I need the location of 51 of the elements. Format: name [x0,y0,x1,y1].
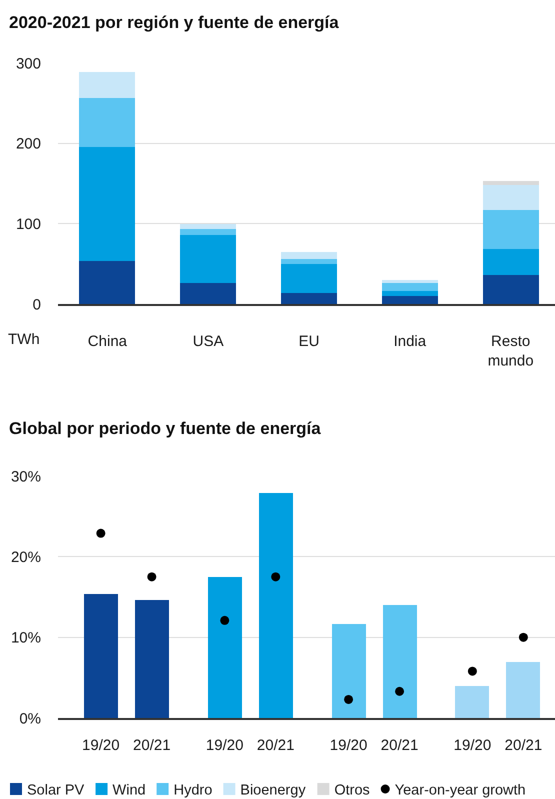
bar [281,259,337,264]
bar [382,283,438,291]
legend-label: Wind [112,782,146,799]
bar [281,293,337,304]
y-tick-label: 0 [32,296,41,314]
bar [180,283,236,304]
legend-label: Year-on-year growth [394,782,526,799]
y-tick-label: 20% [10,548,41,566]
y-tick-label: 300 [16,55,41,72]
bar [483,181,539,185]
bar [483,249,539,275]
y-axis-title: TWh [8,331,40,348]
y-tick-label: 200 [16,136,41,153]
legend-label: Bioenergy [240,782,306,799]
bar [79,261,135,304]
bar [281,252,337,259]
bar [79,147,135,261]
legend-label: Solar PV [27,782,85,799]
bar [382,296,438,304]
x-tick-label: 19/20 [206,736,244,754]
y-tick-label: 0% [19,710,41,728]
x-tick-label: USA [192,332,224,350]
y-tick-label: 10% [10,630,41,647]
chart-title: 2020-2021 por región y fuente de energía [9,12,340,32]
x-tick-label: Resto mundo [488,332,534,370]
x-tick-label: India [394,332,427,350]
bar [79,72,135,98]
bar [382,291,438,296]
x-tick-label: 20/21 [133,736,171,754]
x-tick-label: China [88,332,128,350]
legend-label: Otros [334,782,370,799]
x-tick-label: 20/21 [504,736,542,754]
x-tick-label: 19/20 [454,736,492,754]
bar [281,264,337,293]
x-tick-label: 20/21 [380,736,418,754]
legend-label: Hydro [174,782,212,799]
bar [483,185,539,210]
bar [382,280,438,283]
bar [180,229,236,235]
bar [483,210,539,249]
y-tick-label: 100 [16,216,41,233]
x-tick-label: 19/20 [82,736,120,754]
x-tick-label: 19/20 [330,736,368,754]
y-tick-label: 30% [10,468,41,486]
bar [483,275,539,304]
x-tick-label: EU [298,332,320,350]
x-tick-label: 20/21 [256,736,294,754]
bar [180,224,236,229]
bar [79,98,135,147]
bar [180,235,236,283]
chart-title: Global por periodo y fuente de energía [9,418,322,438]
